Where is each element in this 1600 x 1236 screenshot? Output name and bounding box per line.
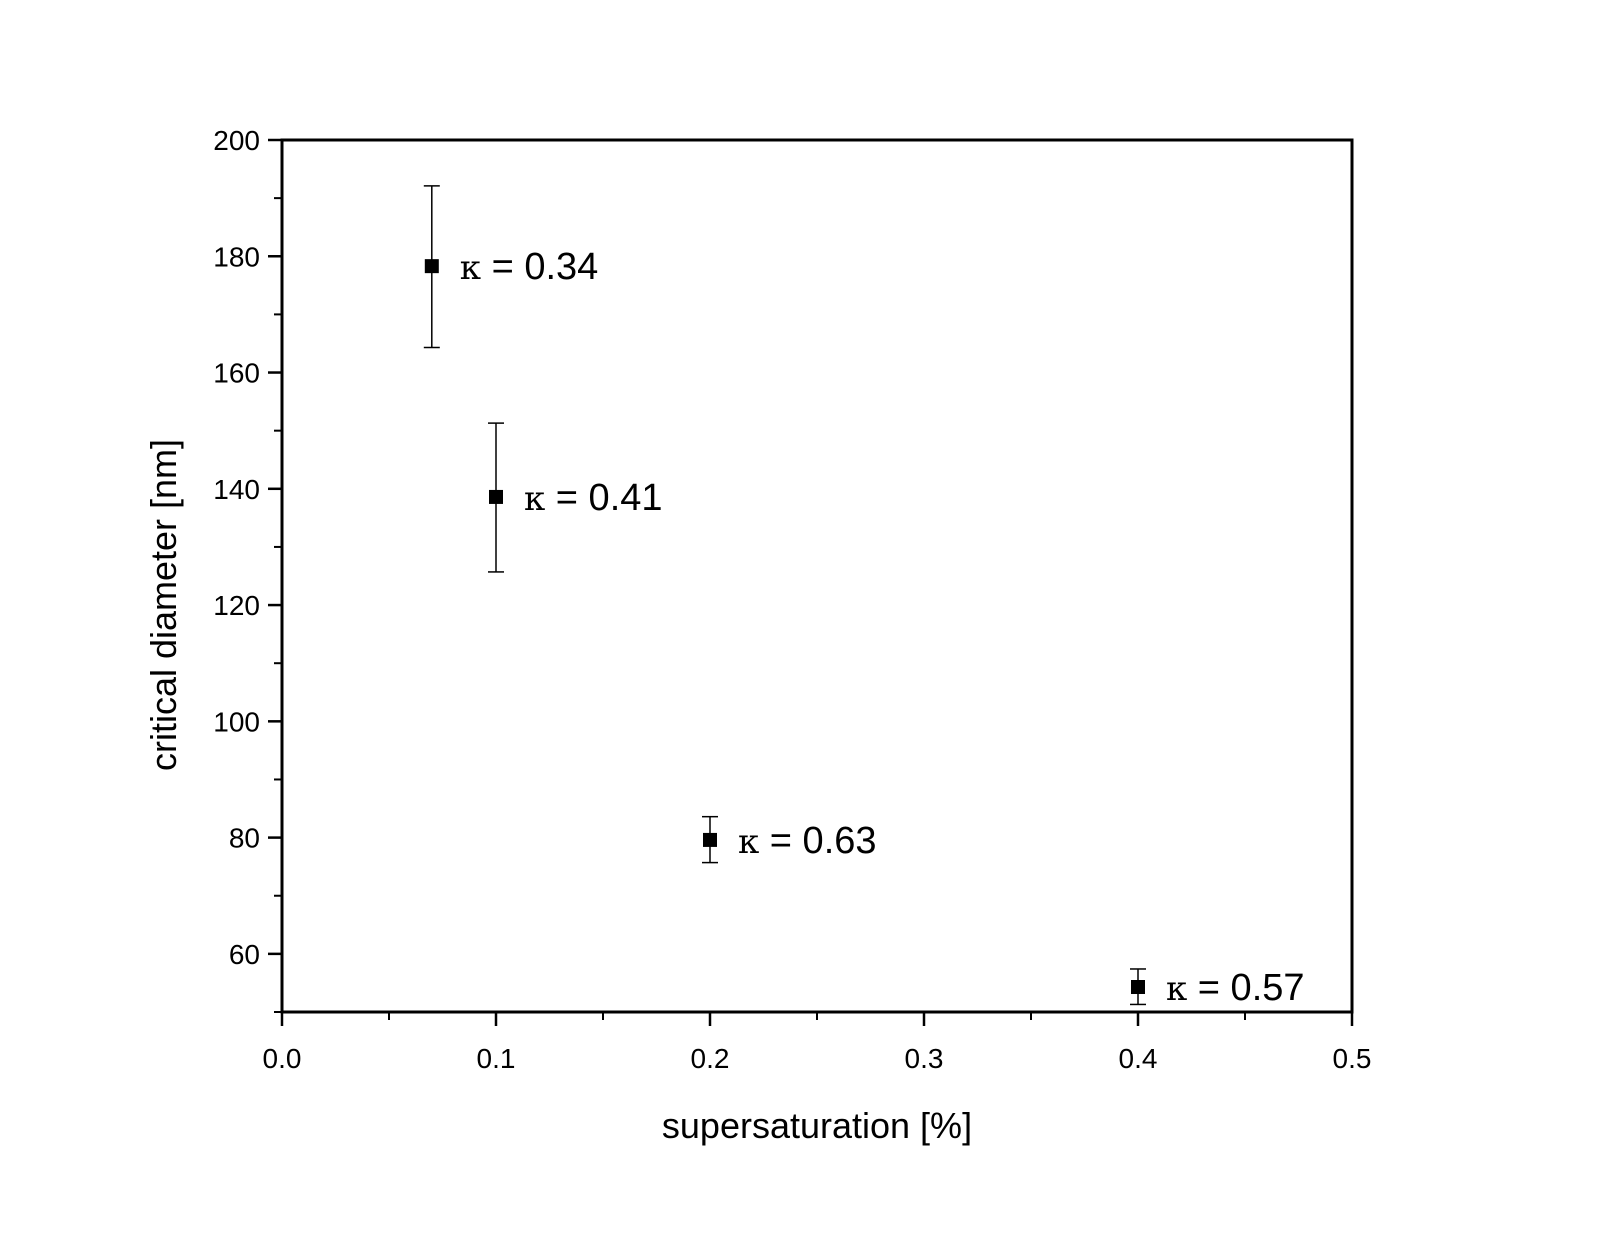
data-point-marker [703, 832, 717, 847]
x-axis-title: supersaturation [%] [662, 1105, 972, 1146]
data-point-marker [489, 489, 503, 504]
y-tick-label: 140 [213, 474, 260, 505]
kappa-value: = 0.63 [759, 820, 876, 862]
plot-frame [280, 138, 1354, 1014]
y-tick-label: 180 [213, 241, 260, 272]
x-tick-label: 0.0 [263, 1043, 302, 1074]
y-axis-title: critical diameter [nm] [143, 439, 184, 771]
x-tick-label: 0.1 [477, 1043, 516, 1074]
kappa-symbol: κ [738, 822, 759, 862]
y-tick-label: 60 [229, 939, 260, 970]
data-points: κ = 0.34κ = 0.41κ = 0.63κ = 0.57 [423, 185, 1305, 1009]
x-tick-label: 0.4 [1119, 1043, 1158, 1074]
data-point-label: κ = 0.34 [460, 246, 599, 288]
y-tick-label: 160 [213, 358, 260, 389]
y-tick-label: 100 [213, 706, 260, 737]
kappa-value: = 0.57 [1187, 967, 1304, 1009]
kappa-value: = 0.41 [545, 477, 662, 519]
kappa-symbol: κ [1166, 969, 1187, 1009]
y-tick-label: 200 [213, 125, 260, 156]
kappa-symbol: κ [460, 248, 481, 288]
data-point-label: κ = 0.41 [524, 477, 663, 519]
data-point-marker [424, 259, 439, 274]
data-point-label: κ = 0.63 [738, 820, 877, 862]
y-tick-label: 80 [229, 823, 260, 854]
data-point-label: κ = 0.57 [1166, 967, 1305, 1009]
kappa-value: = 0.34 [481, 246, 598, 288]
data-point-marker [1131, 980, 1145, 995]
x-tick-label: 0.3 [905, 1043, 944, 1074]
x-tick-label: 0.5 [1333, 1043, 1372, 1074]
kappa-symbol: κ [524, 479, 545, 519]
ticks: 0.0 0.1 0.2 0.3 0.4 0.5 60 80 100 120 140 160 180 200 [213, 125, 1371, 1074]
axes [280, 138, 1354, 1014]
x-tick-label: 0.2 [691, 1043, 730, 1074]
y-tick-label: 120 [213, 590, 260, 621]
